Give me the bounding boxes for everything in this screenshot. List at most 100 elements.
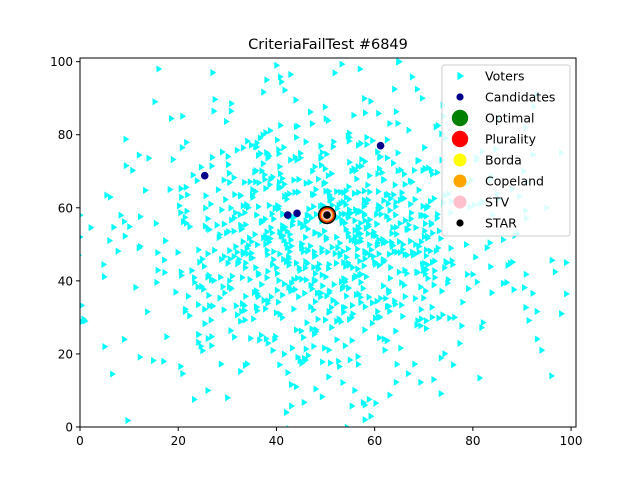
voter-point — [328, 359, 334, 367]
voter-point — [352, 386, 359, 394]
voter-point — [284, 227, 291, 235]
voter-point — [387, 206, 394, 214]
voter-point — [145, 308, 151, 316]
voter-point — [284, 408, 290, 416]
voter-point — [183, 183, 190, 191]
voter-point — [323, 316, 329, 324]
voter-point — [137, 353, 144, 361]
voter-point — [168, 114, 175, 123]
voter-point — [414, 85, 421, 93]
voter-point — [479, 323, 486, 332]
voter-point — [428, 220, 435, 229]
voter-point — [430, 229, 436, 237]
voter-point — [199, 255, 206, 263]
voter-point — [209, 162, 216, 170]
voter-point — [282, 223, 289, 231]
voter-point — [329, 243, 336, 251]
legend-marker-candidates — [456, 93, 464, 101]
voter-point — [523, 270, 530, 278]
voter-point — [329, 201, 336, 209]
voter-point — [276, 150, 283, 158]
voter-point — [312, 330, 318, 338]
voter-point — [214, 221, 221, 229]
voter-point — [352, 189, 358, 198]
voter-point — [273, 309, 280, 317]
voter-point — [286, 253, 293, 261]
voter-point — [242, 209, 249, 217]
voter-point — [403, 216, 409, 224]
voter-point — [256, 179, 263, 187]
winner-star-marker — [323, 211, 331, 219]
voter-point — [401, 170, 408, 178]
voter-point — [342, 342, 349, 350]
voter-point — [279, 78, 285, 86]
x-tick-label: 20 — [171, 434, 186, 448]
voter-point — [297, 219, 304, 227]
voter-point — [414, 321, 421, 329]
voter-point — [355, 360, 362, 368]
voter-point — [334, 336, 341, 344]
voter-point — [366, 196, 372, 204]
voter-point — [122, 232, 129, 240]
voter-point — [341, 304, 347, 312]
voter-point — [265, 339, 272, 347]
voter-point — [240, 248, 247, 256]
voter-point — [290, 217, 297, 225]
voter-point — [326, 307, 333, 316]
voter-point — [227, 277, 234, 285]
voter-point — [371, 252, 377, 261]
voter-point — [395, 149, 402, 157]
voter-point — [415, 317, 422, 325]
voter-point — [209, 333, 216, 341]
voter-point — [365, 229, 372, 238]
voter-point — [348, 209, 355, 217]
voter-point — [262, 171, 269, 179]
voter-point — [203, 204, 210, 212]
voter-point — [308, 108, 314, 116]
voter-point — [451, 361, 457, 369]
voter-point — [361, 187, 368, 195]
voter-point — [375, 148, 382, 156]
voter-point — [220, 283, 227, 291]
voter-point — [303, 179, 310, 187]
voter-point — [277, 163, 284, 171]
voter-point — [318, 153, 325, 161]
voter-point — [335, 244, 342, 252]
axes: 0 20 40 60 80 100 0 20 40 60 80 100 — [50, 55, 582, 448]
voter-point — [312, 298, 319, 306]
voter-point — [274, 264, 280, 272]
candidate-point — [200, 171, 209, 180]
voter-point — [366, 220, 372, 229]
voter-point — [234, 146, 241, 154]
voter-point — [418, 283, 425, 291]
voter-point — [190, 171, 197, 179]
voter-point — [337, 362, 343, 371]
voter-point — [339, 219, 346, 227]
voter-point — [80, 253, 83, 257]
voter-point — [342, 210, 348, 218]
voter-point — [375, 307, 381, 316]
voter-point — [287, 190, 293, 198]
voter-point — [480, 319, 487, 327]
voter-point — [186, 292, 192, 300]
voter-point — [326, 289, 333, 297]
voter-point — [178, 209, 185, 217]
voter-point — [484, 244, 491, 252]
voter-point — [424, 324, 430, 333]
voter-point — [271, 215, 278, 223]
voter-point — [358, 298, 365, 307]
legend-label-candidates: Candidates — [485, 90, 555, 105]
voter-point — [202, 320, 209, 328]
voter-point — [432, 257, 439, 265]
voter-point — [101, 273, 108, 281]
voter-point — [240, 202, 247, 210]
voter-point — [249, 141, 255, 149]
voter-point — [270, 173, 277, 181]
voter-point — [221, 176, 228, 184]
voter-point — [280, 210, 287, 218]
voter-point — [301, 398, 308, 407]
voter-point — [405, 370, 412, 378]
voter-point — [198, 342, 205, 350]
voter-point — [305, 246, 312, 254]
